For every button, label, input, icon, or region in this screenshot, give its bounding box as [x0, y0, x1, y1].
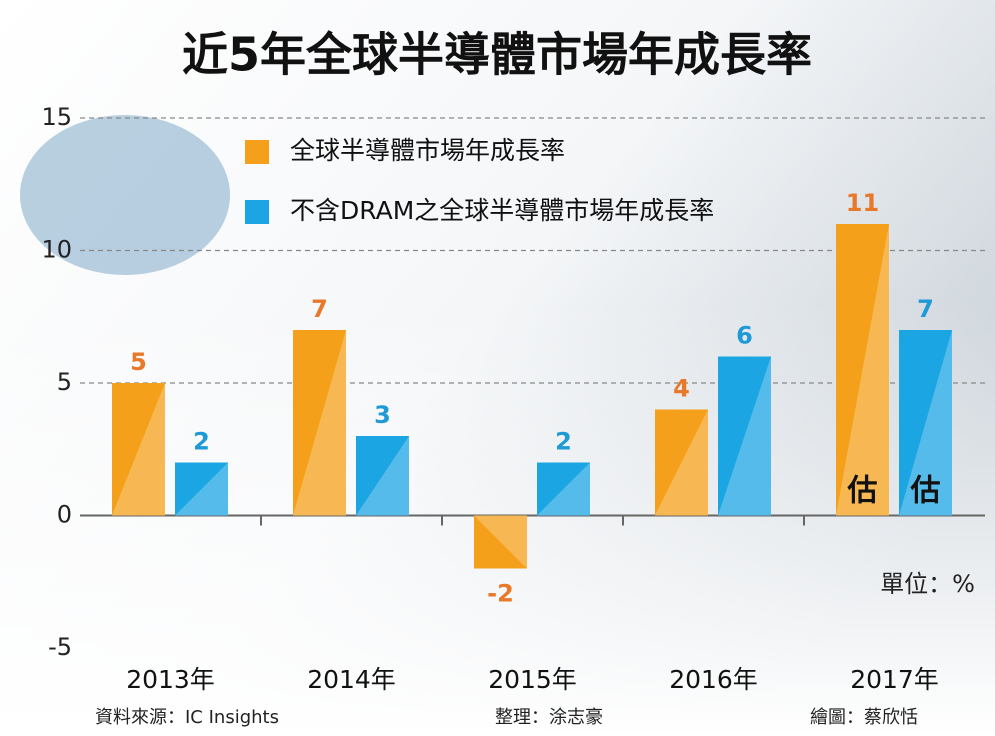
value-label: 3	[374, 401, 391, 429]
legend-label: 不含DRAM之全球半導體市場年成長率	[290, 196, 714, 225]
value-label: 7	[917, 295, 934, 323]
illustrator-note: 繪圖：蔡欣恬	[810, 707, 918, 728]
x-tick-label: 2014年	[307, 665, 396, 694]
estimate-label: 估	[910, 474, 941, 509]
unit-label: 單位：%	[880, 570, 975, 598]
editor-note: 整理：涂志豪	[495, 707, 603, 728]
value-label: 4	[673, 375, 690, 403]
x-tick-label: 2016年	[669, 665, 758, 694]
y-tick-label: -5	[48, 633, 72, 661]
y-tick-label: 0	[57, 501, 72, 529]
value-label: 2	[555, 428, 572, 456]
y-tick-label: 5	[57, 368, 72, 396]
value-label: 5	[130, 348, 147, 376]
x-tick-label: 2015年	[488, 665, 577, 694]
y-tick-label: 15	[41, 103, 72, 131]
value-label: 2	[193, 428, 210, 456]
value-label: 11	[846, 189, 879, 217]
value-label: 7	[311, 295, 328, 323]
legend-label: 全球半導體市場年成長率	[290, 136, 565, 165]
y-tick-label: 10	[41, 236, 72, 264]
chart-title: 近5年全球半導體市場年成長率	[182, 28, 812, 82]
legend-swatch	[245, 200, 269, 224]
x-tick-label: 2017年	[850, 665, 939, 694]
estimate-label: 估	[847, 474, 878, 509]
x-tick-label: 2013年	[126, 665, 215, 694]
value-label: -2	[487, 580, 514, 608]
source-note: 資料來源：IC Insights	[95, 707, 279, 728]
value-label: 6	[736, 322, 753, 350]
legend-swatch	[245, 140, 269, 164]
chart: 近5年全球半導體市場年成長率 單位：% 資料來源：IC Insights 整理：…	[0, 0, 995, 736]
